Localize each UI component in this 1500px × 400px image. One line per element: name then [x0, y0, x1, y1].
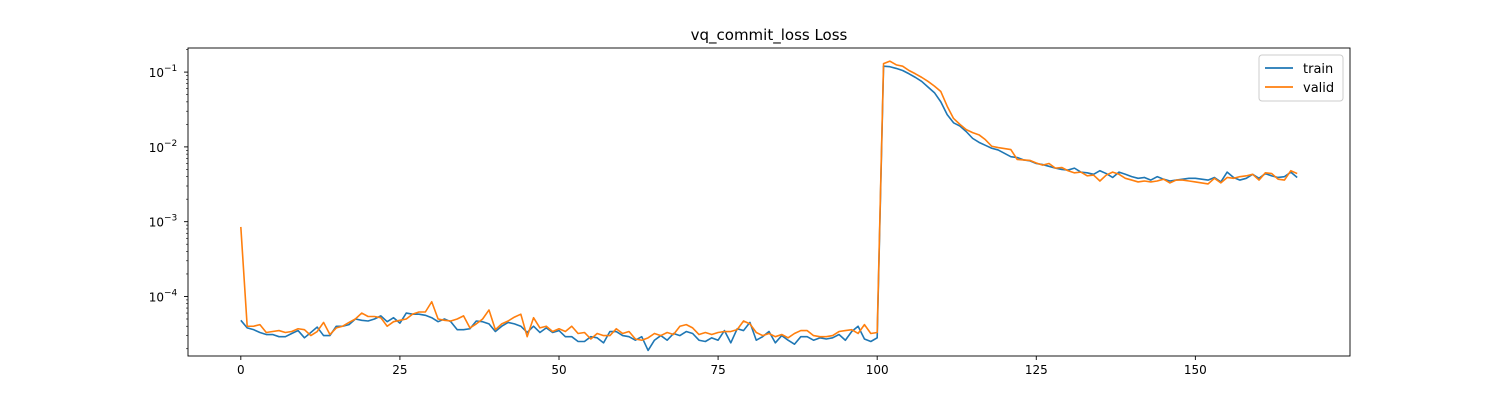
series-line-valid	[240, 60, 1298, 342]
x-tick-label: 25	[392, 363, 407, 377]
x-tick-label: 75	[710, 363, 725, 377]
series-line-train	[240, 65, 1298, 352]
y-tick-label: 10	[149, 216, 164, 230]
x-tick-label: 50	[551, 363, 566, 377]
y-tick-exponent: −1	[164, 64, 177, 74]
series-layer	[240, 60, 1298, 352]
legend-label-train: train	[1303, 62, 1333, 77]
plot-frame	[187, 47, 1351, 357]
x-tick-label: 0	[237, 363, 245, 377]
legend-label-valid: valid	[1303, 81, 1334, 96]
x-tick-label: 100	[866, 363, 889, 377]
y-tick-label: 10	[149, 66, 164, 80]
y-tick-exponent: −3	[164, 214, 177, 224]
y-tick-label: 10	[149, 141, 164, 155]
legend: train valid	[1258, 54, 1344, 102]
x-tick-label: 125	[1025, 363, 1048, 377]
legend-box	[1258, 54, 1344, 102]
x-tick-label: 150	[1184, 363, 1207, 377]
y-tick-exponent: −4	[164, 288, 178, 298]
chart-title: vq_commit_loss Loss	[691, 26, 848, 45]
y-tick-exponent: −2	[164, 139, 177, 149]
y-tick-label: 10	[149, 290, 164, 304]
